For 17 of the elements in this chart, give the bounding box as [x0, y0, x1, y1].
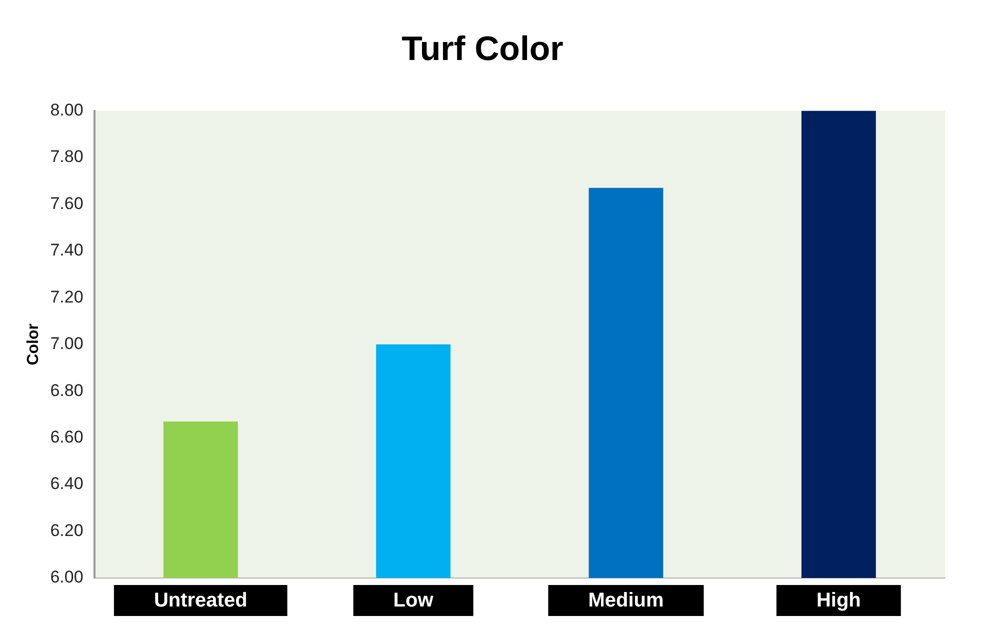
y-tick-label: 6.20 [50, 520, 84, 540]
y-tick-label: 6.80 [50, 380, 84, 400]
y-tick-label: 7.40 [50, 240, 84, 260]
x-tick-label: Low [393, 590, 434, 612]
y-tick-label: 7.60 [50, 194, 84, 213]
x-tick-label: Untreated [154, 590, 248, 612]
y-tick-label: 7.00 [50, 334, 84, 354]
y-tick-label: 7.20 [50, 287, 84, 306]
y-tick-label: 6.40 [50, 474, 84, 494]
y-tick-label: 7.80 [50, 147, 84, 166]
y-tick-label: 8.00 [50, 100, 84, 120]
y-tick-label: 6.00 [50, 568, 84, 587]
x-tick-label: Medium [588, 590, 664, 612]
y-tick-label: 6.60 [50, 428, 84, 447]
x-tick-label: High [816, 590, 861, 612]
y-axis-title: Color [25, 324, 42, 366]
chart-title: Turf Color [402, 30, 564, 68]
